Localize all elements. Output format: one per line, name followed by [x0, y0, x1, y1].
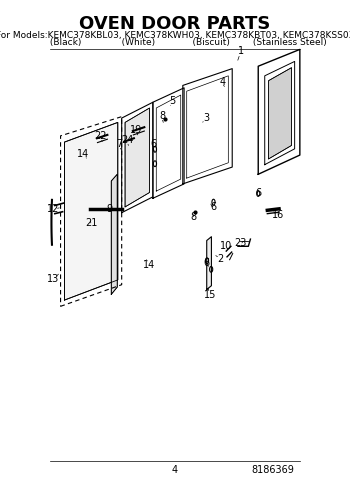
- Text: 9: 9: [106, 204, 112, 214]
- Text: 12: 12: [47, 204, 60, 214]
- Text: 4: 4: [219, 77, 225, 87]
- Text: 7: 7: [116, 140, 122, 150]
- Text: 1: 1: [238, 46, 244, 57]
- Text: 21: 21: [85, 218, 97, 228]
- Text: 14: 14: [143, 259, 155, 270]
- Text: 22: 22: [94, 131, 107, 141]
- Text: 19: 19: [130, 125, 142, 135]
- Text: 5: 5: [169, 96, 175, 106]
- Polygon shape: [64, 122, 118, 300]
- Text: 23: 23: [234, 239, 246, 248]
- Text: 16: 16: [272, 210, 284, 220]
- Polygon shape: [207, 237, 211, 289]
- Text: 3: 3: [204, 113, 210, 123]
- Text: 2: 2: [218, 254, 224, 264]
- Text: (Black)              (White)             (Biscuit)        (Stainless Steel): (Black) (White) (Biscuit) (Stainless Ste…: [24, 38, 326, 47]
- Text: OVEN DOOR PARTS: OVEN DOOR PARTS: [79, 15, 271, 33]
- Text: 8186369: 8186369: [252, 465, 295, 475]
- Text: 8: 8: [191, 213, 197, 223]
- Text: 6: 6: [204, 257, 210, 268]
- Text: 8: 8: [160, 111, 166, 121]
- Text: 24: 24: [121, 135, 133, 145]
- Polygon shape: [125, 108, 149, 207]
- Text: 6: 6: [150, 140, 157, 150]
- Text: 4: 4: [172, 465, 178, 475]
- Text: For Models:KEMC378KBL03, KEMC378KWH03, KEMC378KBT03, KEMC378KSS03: For Models:KEMC378KBL03, KEMC378KWH03, K…: [0, 30, 350, 40]
- Polygon shape: [111, 174, 117, 294]
- Text: 6: 6: [256, 187, 262, 198]
- Polygon shape: [269, 68, 292, 159]
- Text: 13: 13: [47, 274, 60, 284]
- Text: 6: 6: [210, 202, 217, 212]
- Text: 15: 15: [204, 290, 216, 300]
- Text: 14: 14: [77, 149, 89, 159]
- Text: 10: 10: [220, 242, 233, 251]
